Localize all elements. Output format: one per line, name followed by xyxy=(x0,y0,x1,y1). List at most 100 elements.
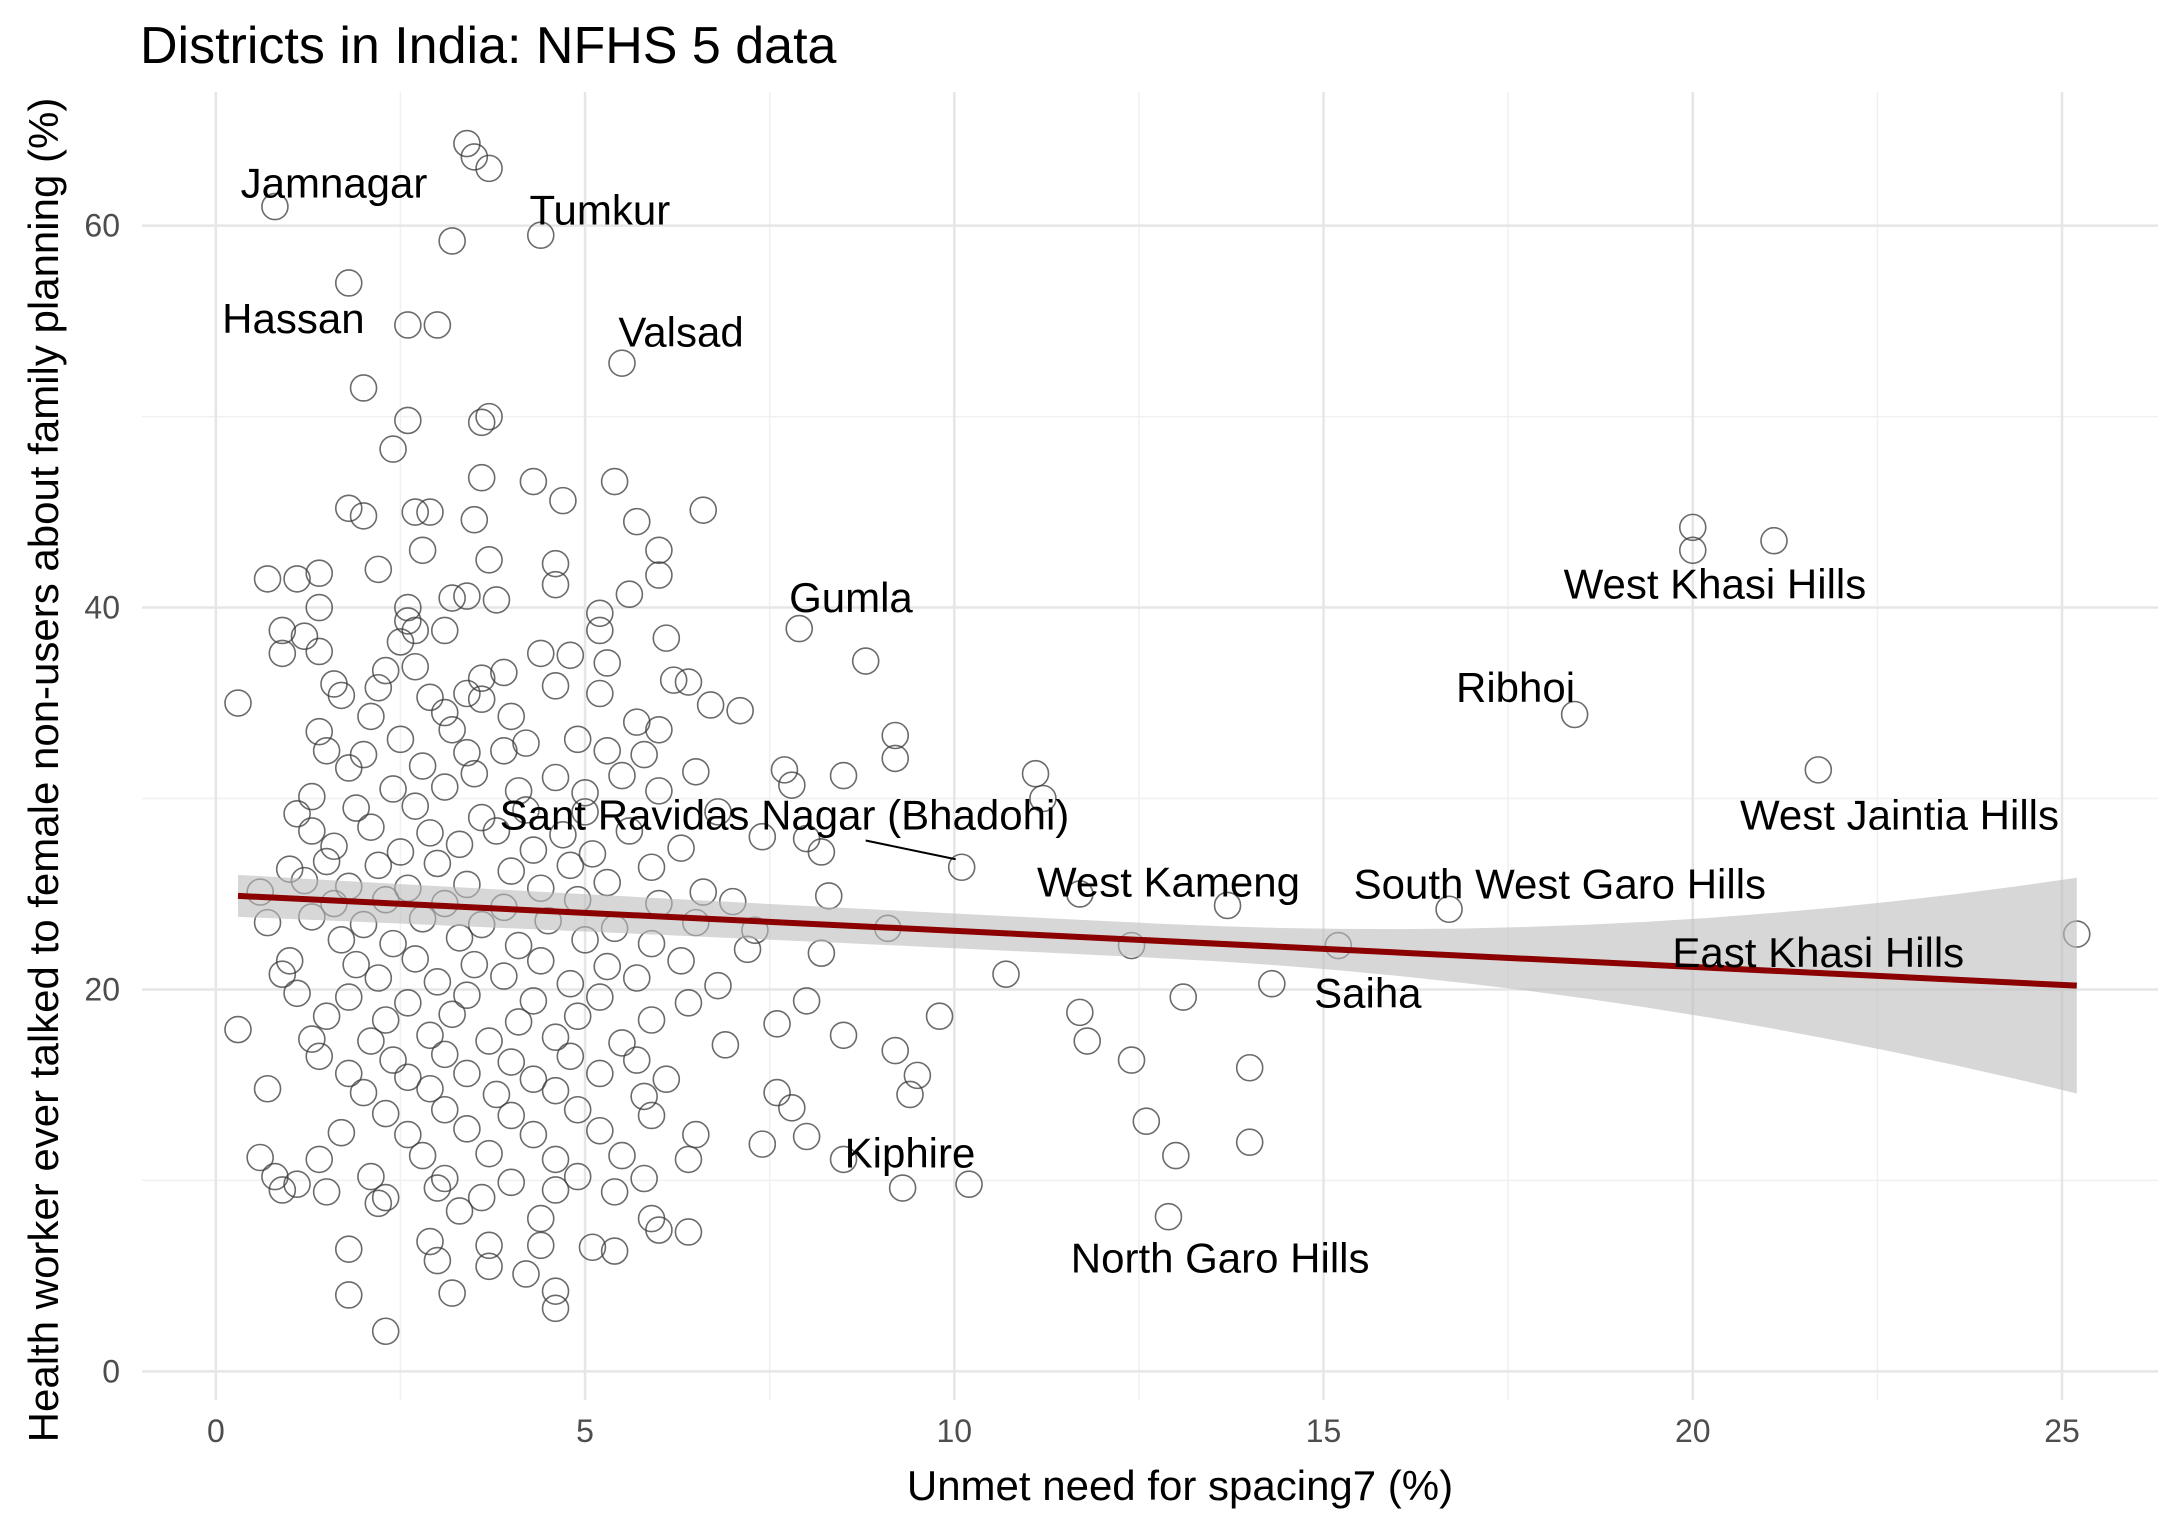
data-point xyxy=(955,1170,983,1199)
data-point xyxy=(541,1294,570,1323)
data-point xyxy=(519,467,548,496)
district-label: Valsad xyxy=(618,309,743,356)
data-point xyxy=(526,1204,555,1233)
data-point xyxy=(652,624,681,652)
data-point xyxy=(541,672,570,700)
data-point xyxy=(342,794,370,822)
data-point xyxy=(615,580,644,608)
data-point xyxy=(541,549,570,578)
data-point xyxy=(593,649,622,677)
trend-line xyxy=(237,892,2077,989)
data-point xyxy=(541,1023,570,1051)
data-point xyxy=(305,1145,334,1174)
data-point xyxy=(453,129,481,158)
data-point xyxy=(851,647,880,675)
data-point xyxy=(371,1183,400,1212)
data-point xyxy=(497,1168,526,1197)
data-point xyxy=(1162,1141,1190,1170)
data-point xyxy=(829,1021,858,1050)
data-point xyxy=(327,926,356,954)
confidence-band xyxy=(238,874,2077,1094)
data-point xyxy=(1132,1107,1161,1136)
data-point xyxy=(460,143,489,171)
district-label: Kiphire xyxy=(845,1130,976,1177)
data-point xyxy=(467,1183,496,1212)
data-point xyxy=(305,593,334,622)
data-point xyxy=(475,1252,503,1281)
data-point xyxy=(637,1101,666,1130)
data-point xyxy=(408,536,437,565)
data-point xyxy=(763,1078,791,1107)
data-point xyxy=(246,1143,274,1172)
y-tick-label: 40 xyxy=(84,590,120,626)
data-point xyxy=(334,983,363,1011)
data-point xyxy=(674,668,703,696)
data-point xyxy=(667,834,695,862)
data-point xyxy=(1235,1128,1264,1157)
data-point xyxy=(829,1145,858,1174)
data-point xyxy=(549,486,577,515)
data-point xyxy=(423,849,452,878)
data-point xyxy=(608,1029,636,1057)
data-point xyxy=(401,498,430,526)
data-point xyxy=(704,971,732,1000)
data-point xyxy=(475,154,503,183)
data-point xyxy=(888,1174,917,1202)
data-point xyxy=(283,799,311,828)
data-point xyxy=(268,639,297,668)
data-points xyxy=(224,129,2091,1346)
data-point xyxy=(386,725,415,754)
data-point xyxy=(637,853,666,882)
data-point xyxy=(453,981,481,1009)
district-label: Jamnagar xyxy=(241,160,428,207)
data-point xyxy=(763,1010,791,1038)
data-point xyxy=(637,1006,666,1034)
data-point xyxy=(334,494,363,523)
data-point xyxy=(1258,969,1286,998)
data-point xyxy=(571,778,599,807)
data-point xyxy=(305,559,334,587)
data-point xyxy=(1235,1053,1264,1082)
data-point xyxy=(600,1178,629,1206)
data-point xyxy=(814,882,843,910)
data-point xyxy=(674,1145,703,1174)
data-point xyxy=(379,435,407,463)
district-label: Tumkur xyxy=(529,186,670,233)
data-point xyxy=(475,1027,503,1055)
data-point xyxy=(438,1279,466,1307)
data-point xyxy=(357,1027,385,1055)
data-point xyxy=(563,1095,592,1124)
data-point xyxy=(305,637,334,666)
data-point xyxy=(349,1078,378,1107)
data-point xyxy=(586,983,614,1011)
data-point xyxy=(334,1059,363,1088)
data-point xyxy=(903,1061,932,1090)
data-point xyxy=(275,947,304,975)
data-point xyxy=(430,1164,459,1193)
data-point xyxy=(460,950,489,979)
data-point xyxy=(438,584,466,612)
data-point xyxy=(430,773,459,801)
data-point xyxy=(1117,1046,1146,1074)
data-point xyxy=(305,1042,334,1071)
data-point xyxy=(430,698,459,727)
data-point xyxy=(748,822,777,851)
data-point xyxy=(571,798,599,826)
data-point xyxy=(408,1141,437,1170)
data-point xyxy=(467,685,496,714)
district-label: North Garo Hills xyxy=(1071,1235,1370,1282)
data-point xyxy=(283,565,311,593)
data-point xyxy=(526,1231,555,1260)
data-point xyxy=(608,761,636,790)
data-point xyxy=(364,673,393,702)
data-point xyxy=(327,681,356,710)
data-point xyxy=(386,838,415,866)
data-point xyxy=(645,715,673,744)
data-point xyxy=(541,570,570,599)
data-point xyxy=(438,715,466,744)
data-point xyxy=(549,820,577,849)
data-point xyxy=(268,616,297,645)
data-point xyxy=(696,691,725,719)
data-point xyxy=(1169,983,1198,1011)
